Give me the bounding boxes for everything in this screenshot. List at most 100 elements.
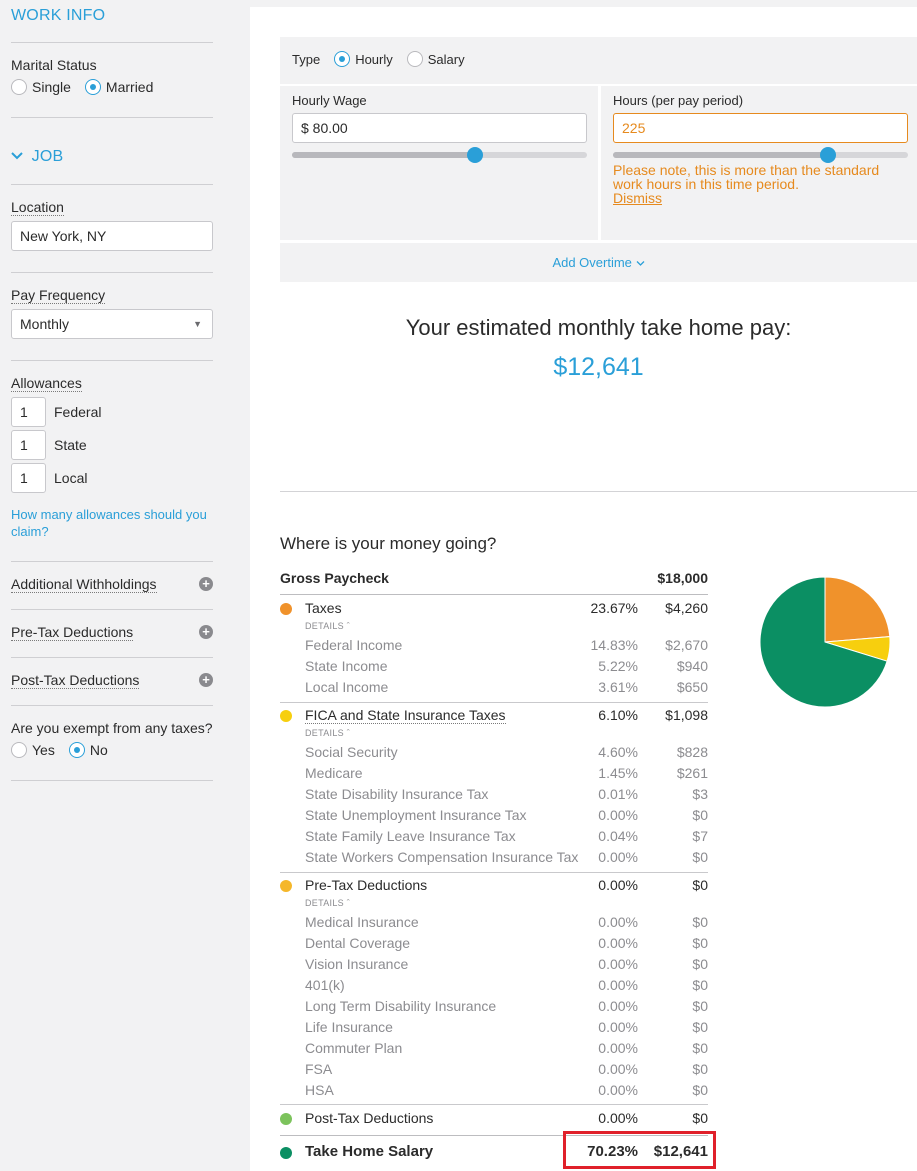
add-withholding-plus-icon[interactable]: + <box>199 577 213 591</box>
radio-exempt-no[interactable]: No <box>68 742 108 758</box>
divider <box>11 360 213 361</box>
item-pct: 0.00% <box>598 998 638 1014</box>
item-pct: 0.04% <box>598 828 638 844</box>
radio-hourly[interactable]: Hourly <box>334 51 393 67</box>
radio-circle[interactable] <box>334 51 351 67</box>
chevron-down-icon <box>636 255 645 270</box>
allowance-local-input[interactable]: 1 <box>11 463 46 493</box>
fica-details-toggle[interactable]: DETAILS ˆ <box>305 728 350 738</box>
hours-slider[interactable] <box>613 147 908 163</box>
add-post-tax-plus-icon[interactable]: + <box>199 673 213 687</box>
radio-salary[interactable]: Salary <box>406 51 465 67</box>
slider-handle[interactable] <box>466 147 483 163</box>
take-home-pct: 70.23% <box>587 1143 638 1160</box>
pay-input-panel: Type Hourly Salary Hourly Wage $ 80.00 H… <box>280 37 917 282</box>
allowance-state-label: State <box>54 437 87 453</box>
type-label: Type <box>292 51 321 67</box>
marital-status-radios: Single Married <box>11 79 167 95</box>
chevron-up-icon: ˆ <box>346 728 351 738</box>
item-pct: 1.45% <box>598 765 638 781</box>
marital-status-label: Marital Status <box>11 57 97 73</box>
item-amt: $2,670 <box>665 637 708 653</box>
radio-circle[interactable] <box>84 79 101 95</box>
allowance-federal: 1 Federal <box>11 397 101 427</box>
pay-frequency-value: Monthly <box>20 316 70 332</box>
item-amt: $0 <box>692 1040 708 1056</box>
radio-single[interactable]: Single <box>11 79 71 95</box>
divider <box>280 872 708 873</box>
fica-label: FICA and State Insurance Taxes <box>305 707 506 724</box>
table-row: Medicare 1.45% $261 <box>280 765 708 786</box>
post-tax-deductions-label[interactable]: Post-Tax Deductions <box>11 672 140 689</box>
allowance-federal-input[interactable]: 1 <box>11 397 46 427</box>
radio-circle[interactable] <box>11 742 27 758</box>
posttax-pct: 0.00% <box>598 1110 638 1126</box>
item-name: Federal Income <box>305 637 403 653</box>
estimate-title: Your estimated monthly take home pay: <box>405 315 792 340</box>
take-home-label: Take Home Salary <box>305 1143 434 1160</box>
panel-separator <box>280 240 917 243</box>
allowance-local-label: Local <box>54 470 88 486</box>
item-pct: 0.00% <box>598 807 638 823</box>
divider <box>280 594 708 595</box>
radio-single-label: Single <box>32 79 71 95</box>
allowance-state: 1 State <box>11 430 87 460</box>
radio-circle[interactable] <box>406 51 423 67</box>
hourly-wage-input[interactable]: $ 80.00 <box>292 113 587 143</box>
item-amt: $3 <box>692 786 708 802</box>
allowance-state-input[interactable]: 1 <box>11 430 46 460</box>
allowances-help-link[interactable]: How many allowances should you claim? <box>11 507 207 539</box>
details-label: DETAILS <box>305 621 344 631</box>
item-name: State Family Leave Insurance Tax <box>305 828 516 844</box>
add-overtime-button[interactable]: Add Overtime <box>280 255 917 270</box>
radio-married-label: Married <box>105 79 154 95</box>
dismiss-link[interactable]: Dismiss <box>613 190 662 206</box>
chevron-up-icon: ˆ <box>346 898 351 908</box>
item-amt: $7 <box>692 828 708 844</box>
table-row: FSA 0.00% $0 <box>280 1061 708 1082</box>
radio-married[interactable]: Married <box>84 79 154 95</box>
divider <box>11 117 213 118</box>
taxes-row: Taxes 23.67% $4,260 <box>280 600 708 621</box>
add-pre-tax-plus-icon[interactable]: + <box>199 625 213 639</box>
item-pct: 0.00% <box>598 1019 638 1035</box>
job-section-toggle[interactable]: JOB <box>11 148 63 166</box>
hourly-wage-slider[interactable] <box>292 147 587 163</box>
pay-frequency-select[interactable]: Monthly ▼ <box>11 309 213 339</box>
table-row: Life Insurance 0.00% $0 <box>280 1019 708 1040</box>
taxes-details-toggle[interactable]: DETAILS ˆ <box>305 621 350 631</box>
hours-input[interactable]: 225 <box>613 113 908 143</box>
divider <box>11 609 213 610</box>
item-amt: $0 <box>692 849 708 865</box>
taxes-pct: 23.67% <box>590 600 638 616</box>
details-label: DETAILS <box>305 728 344 738</box>
item-amt: $940 <box>676 658 708 674</box>
item-name: Vision Insurance <box>305 956 409 972</box>
radio-no-label: No <box>89 742 108 758</box>
pie-slice-take-home-salary <box>759 576 888 708</box>
radio-exempt-yes[interactable]: Yes <box>11 742 55 758</box>
item-amt: $0 <box>692 1082 708 1098</box>
pretax-pct: 0.00% <box>598 877 638 893</box>
item-name: Local Income <box>305 679 389 695</box>
divider <box>11 657 213 658</box>
additional-withholdings-label[interactable]: Additional Withholdings <box>11 576 157 593</box>
divider <box>11 272 213 273</box>
item-name: 401(k) <box>305 977 345 993</box>
slider-handle[interactable] <box>820 147 837 163</box>
item-amt: $0 <box>692 956 708 972</box>
item-name: Social Security <box>305 744 398 760</box>
allowance-federal-label: Federal <box>54 404 102 420</box>
estimate-value: $12,641 <box>553 353 644 381</box>
location-input[interactable]: New York, NY <box>11 221 213 251</box>
item-pct: 0.01% <box>598 786 638 802</box>
radio-circle[interactable] <box>68 742 85 758</box>
item-pct: 0.00% <box>598 914 638 930</box>
allowance-local: 1 Local <box>11 463 87 493</box>
radio-circle[interactable] <box>11 79 27 95</box>
table-row: Medical Insurance 0.00% $0 <box>280 914 708 935</box>
taxes-amt: $4,260 <box>665 600 708 616</box>
pre-tax-deductions-label[interactable]: Pre-Tax Deductions <box>11 624 134 641</box>
add-overtime-label: Add Overtime <box>552 255 632 270</box>
pretax-details-toggle[interactable]: DETAILS ˆ <box>305 898 350 908</box>
